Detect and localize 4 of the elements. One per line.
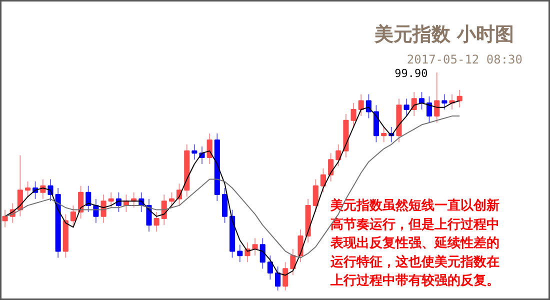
chart-title: 美元指数 小时图 bbox=[373, 24, 514, 46]
annotation: 99.90 bbox=[394, 66, 428, 80]
chart-subtitle: 2017-05-12 08:30 bbox=[406, 52, 522, 66]
annotation: 美元指数虽然短线一直以创新高节奏运行，但是上行过程中表现出反复性强、延续性差的运行特征，这也使美元指数在上行过程中带有较强的反复。 bbox=[330, 198, 500, 288]
